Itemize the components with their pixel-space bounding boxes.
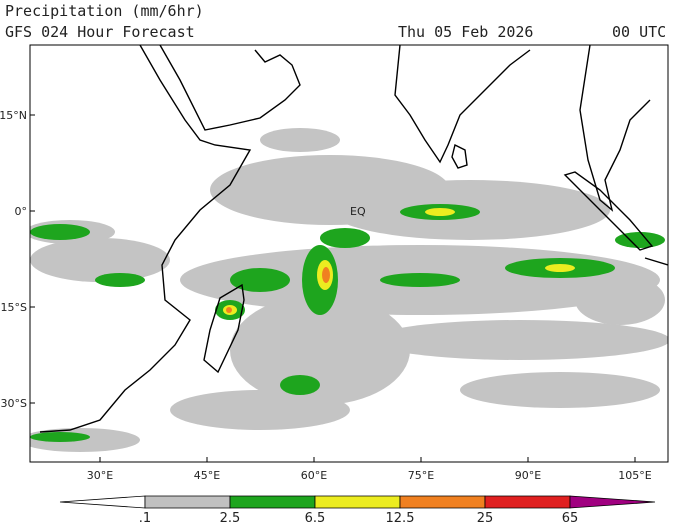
colorbar-segment	[484, 495, 571, 509]
colorbar-label: 2.5	[220, 511, 241, 525]
colorbar-label: 65	[562, 511, 579, 525]
lat-label: 0°	[15, 205, 28, 218]
lon-label: 90°E	[515, 469, 541, 482]
light-precip	[30, 128, 668, 452]
colorbar: .1 2.5 6.5 12.5 25 65	[59, 495, 656, 526]
colorbar-segment	[144, 495, 231, 509]
lon-label: 30°E	[87, 469, 113, 482]
colorbar-segment	[569, 495, 656, 509]
colorbar-label: 25	[477, 511, 494, 525]
colorbar-segment	[314, 495, 401, 509]
lon-label: 105°E	[618, 469, 651, 482]
subtitle: GFS 024 Hour Forecast	[5, 23, 195, 41]
lat-label: 15°S	[1, 301, 27, 314]
lat-label: 30°S	[1, 397, 27, 410]
lat-label: 15°N	[0, 109, 27, 122]
map: EQ 15°N 0° 15°S 30°S 30°E 45°E 60°E 75°E 90°E 105…	[0, 44, 669, 482]
colorbar-segment	[59, 495, 146, 509]
coastlines	[39, 45, 668, 433]
time: 00 UTC	[612, 23, 666, 41]
equator-label: EQ	[350, 205, 366, 218]
title: Precipitation (mm/6hr)	[5, 2, 204, 20]
map-frame	[29, 44, 669, 463]
colorbar-segment	[399, 495, 486, 509]
colorbar-label: .1	[139, 511, 151, 525]
lon-label: 45°E	[194, 469, 220, 482]
lon-label: 60°E	[301, 469, 327, 482]
colorbar-label: 12.5	[386, 511, 415, 525]
lon-label: 75°E	[408, 469, 434, 482]
intense-precip	[226, 267, 330, 313]
colorbar-label: 6.5	[305, 511, 326, 525]
date: Thu 05 Feb 2026	[398, 23, 533, 41]
colorbar-segment	[229, 495, 316, 509]
